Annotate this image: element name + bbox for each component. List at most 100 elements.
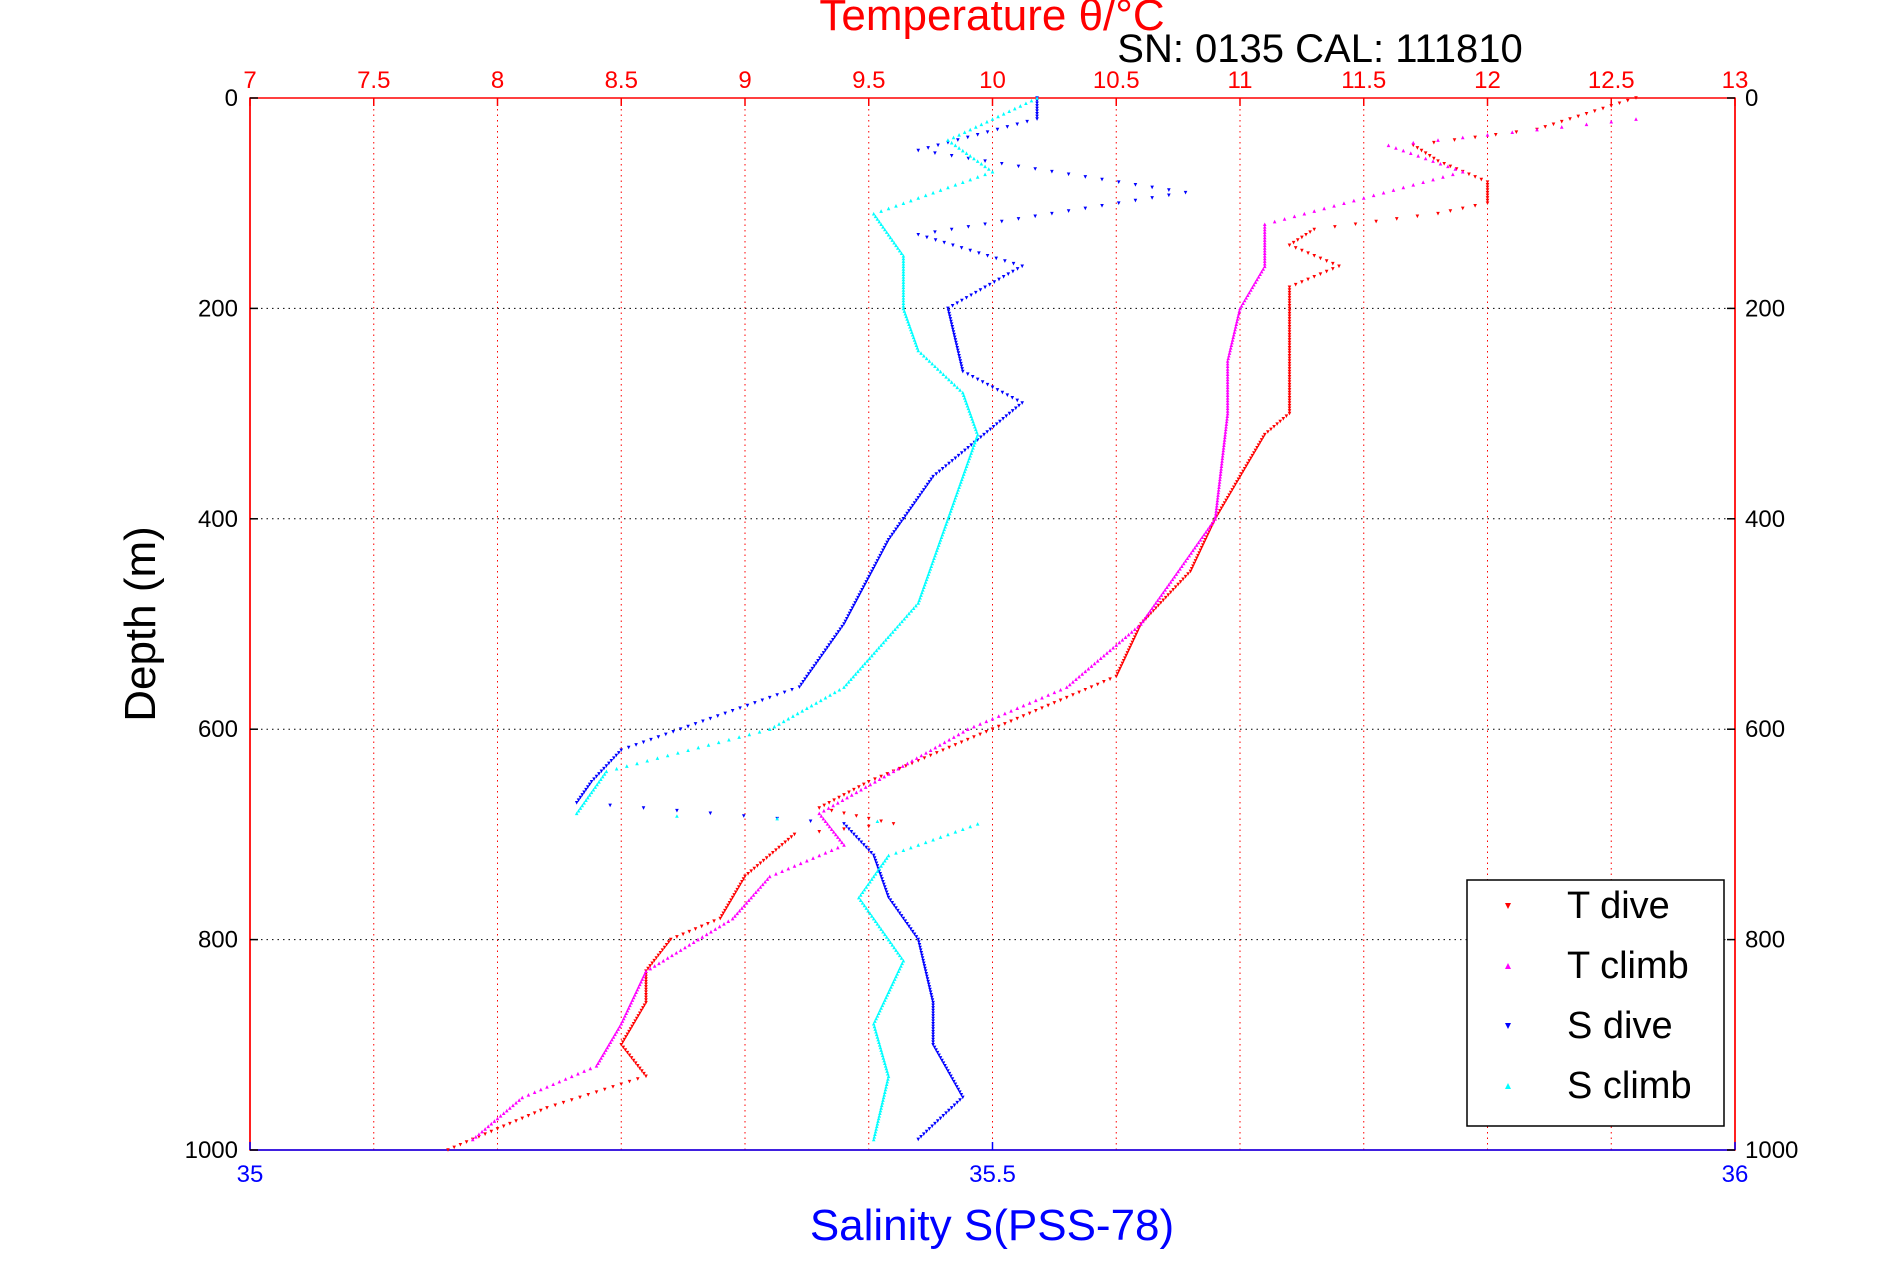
data-point — [1300, 235, 1304, 240]
data-point — [949, 227, 954, 232]
data-point — [928, 753, 933, 758]
data-point — [1214, 506, 1219, 511]
temperature-tick-label: 9.5 — [852, 67, 885, 94]
data-point — [983, 172, 987, 177]
data-point — [1337, 264, 1341, 269]
data-point — [829, 640, 833, 645]
data-point — [852, 787, 856, 792]
data-point — [872, 651, 876, 655]
data-point — [599, 777, 603, 781]
data-point — [956, 453, 961, 458]
data-point — [874, 648, 879, 653]
data-point — [1235, 317, 1240, 321]
data-point — [730, 916, 735, 921]
data-point — [880, 1100, 885, 1105]
data-point — [1436, 159, 1440, 163]
data-point — [726, 903, 730, 908]
data-point — [752, 866, 757, 871]
data-point — [896, 766, 900, 771]
data-point — [827, 801, 831, 805]
data-point — [760, 698, 765, 703]
data-point — [638, 982, 642, 987]
data-point — [916, 148, 921, 153]
data-point — [879, 551, 884, 555]
data-point — [786, 866, 791, 871]
legend-entry: T dive — [1505, 885, 1670, 927]
data-point — [641, 740, 646, 745]
temperature-tick-label: 7.5 — [357, 67, 390, 94]
data-point — [644, 979, 648, 984]
data-point — [959, 364, 964, 369]
data-point — [1225, 393, 1230, 397]
data-point — [1473, 175, 1477, 179]
data-point — [604, 764, 609, 768]
data-point — [612, 756, 616, 760]
data-point — [917, 940, 921, 945]
data-point — [874, 1029, 878, 1034]
data-point — [1252, 282, 1256, 287]
data-point — [704, 932, 709, 937]
data-point — [765, 877, 770, 881]
data-point — [903, 514, 908, 518]
data-point — [624, 1035, 628, 1039]
data-point — [1342, 201, 1346, 205]
data-point — [901, 517, 906, 521]
data-point — [938, 743, 942, 747]
data-point — [514, 1100, 518, 1105]
data-point — [931, 1040, 935, 1044]
data-point — [1116, 180, 1121, 184]
data-point — [957, 356, 962, 361]
data-point — [1258, 272, 1262, 277]
data-point — [1306, 251, 1310, 255]
data-point — [539, 1087, 543, 1092]
data-point — [883, 227, 887, 232]
data-point — [1219, 469, 1223, 474]
data-point — [882, 1058, 886, 1063]
data-point — [958, 388, 962, 392]
data-point — [927, 359, 932, 363]
data-point — [931, 1000, 935, 1005]
data-point — [644, 985, 648, 989]
data-point — [1262, 222, 1267, 227]
data-point — [761, 858, 766, 863]
data-point — [1230, 338, 1235, 342]
data-point — [1411, 182, 1416, 187]
data-point — [1510, 130, 1515, 134]
data-point — [1232, 330, 1237, 334]
data-point — [755, 864, 760, 868]
data-point — [627, 1053, 632, 1058]
data-point — [871, 566, 876, 571]
data-point — [644, 990, 648, 994]
data-point — [644, 1000, 648, 1005]
data-point — [1058, 687, 1063, 692]
data-point — [994, 422, 999, 426]
data-point — [603, 1048, 608, 1052]
data-point — [822, 808, 826, 813]
data-point — [1010, 396, 1015, 400]
data-point — [867, 574, 871, 579]
data-point — [949, 319, 953, 324]
data-point — [627, 1079, 632, 1084]
depth-axis-label: Depth (m) — [116, 526, 165, 722]
data-point — [696, 745, 701, 750]
data-point — [757, 730, 762, 734]
data-point — [1225, 414, 1230, 419]
data-point — [844, 616, 849, 621]
data-point — [1287, 382, 1292, 387]
data-point — [985, 254, 990, 258]
data-point — [877, 777, 882, 781]
data-point — [984, 719, 989, 724]
data-point — [620, 1019, 625, 1023]
data-point — [834, 632, 839, 637]
data-point — [1287, 309, 1292, 313]
data-point — [446, 1148, 450, 1152]
data-point — [774, 848, 778, 852]
data-point — [1287, 388, 1292, 392]
data-point — [599, 769, 604, 774]
data-point — [1215, 495, 1220, 500]
data-point — [1453, 167, 1458, 171]
data-point — [1168, 590, 1173, 595]
legend-entry: S dive — [1505, 1005, 1673, 1047]
data-point — [1609, 104, 1614, 108]
data-point — [929, 993, 934, 997]
